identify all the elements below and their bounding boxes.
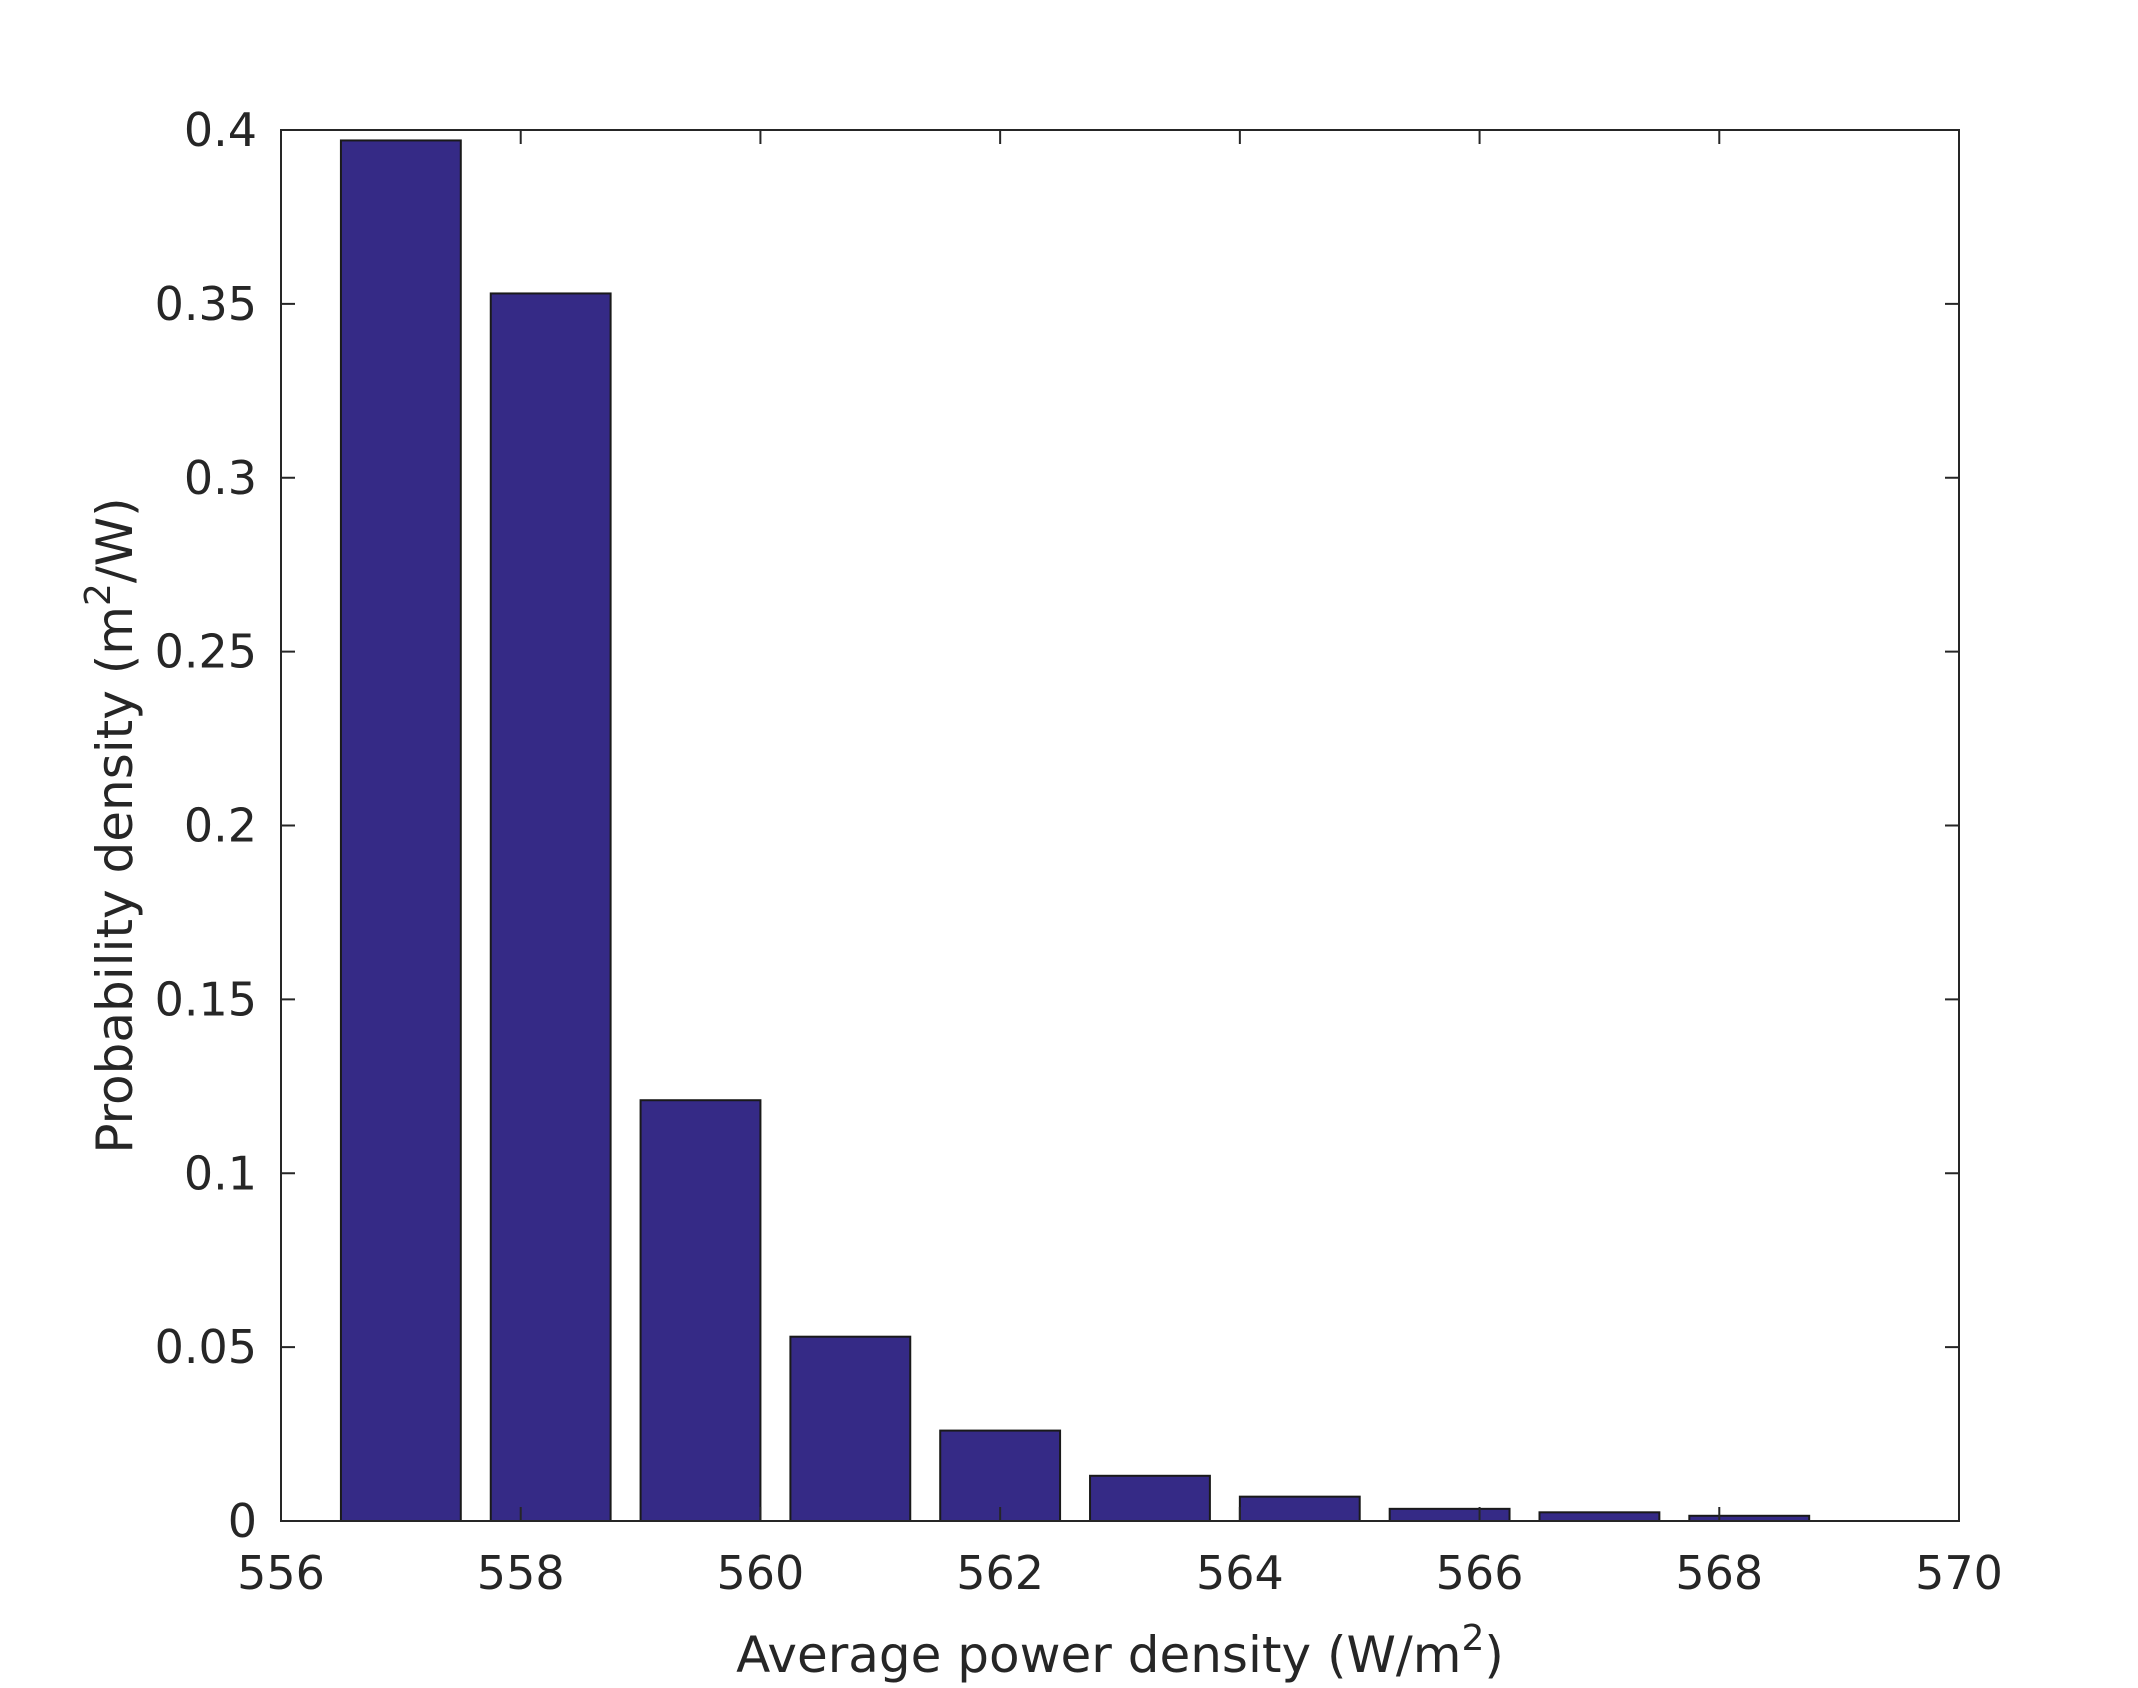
x-axis-label-sup: 2 — [1461, 1618, 1484, 1659]
y-tick-label: 0.4 — [184, 103, 257, 157]
bar-0 — [339, 139, 462, 1522]
y-axis-ticks: 0 0.05 0.1 0.15 0.2 0.25 0.3 0.35 0.4 — [155, 103, 1959, 1548]
y-tick-label: 0.1 — [184, 1146, 257, 1200]
bar-7 — [1388, 1507, 1511, 1522]
x-tick-label: 558 — [477, 1546, 565, 1600]
bar-3 — [789, 1335, 912, 1522]
bar-6 — [1238, 1495, 1361, 1522]
bar-2 — [639, 1099, 762, 1523]
y-tick-label: 0.15 — [155, 972, 257, 1026]
x-tick-label: 562 — [956, 1546, 1044, 1600]
y-axis-label-main: Probability density (m — [86, 606, 144, 1154]
bar-5 — [1089, 1474, 1211, 1522]
x-tick-label: 560 — [717, 1546, 805, 1600]
bar-1 — [489, 292, 612, 1522]
bar-8 — [1538, 1511, 1661, 1523]
y-axis-label-sup: 2 — [78, 583, 119, 606]
y-axis-label: Probability density (m2/W) — [78, 497, 144, 1153]
y-tick-label: 0 — [228, 1494, 257, 1548]
x-tick-label: 564 — [1196, 1546, 1284, 1600]
x-tick-label: 570 — [1915, 1546, 2003, 1600]
x-axis-label-tail: ) — [1484, 1626, 1504, 1684]
x-axis-label: Average power density (W/m2) — [736, 1618, 1504, 1684]
bar-4 — [939, 1429, 1062, 1522]
x-tick-label: 556 — [237, 1546, 325, 1600]
x-axis-ticks: 556 558 560 562 564 566 568 570 — [237, 130, 2003, 1600]
y-tick-label: 0.2 — [184, 799, 257, 853]
y-axis-label-tail: /W) — [86, 497, 144, 583]
x-tick-label: 566 — [1436, 1546, 1524, 1600]
y-tick-label: 0.3 — [184, 451, 257, 505]
y-tick-label: 0.25 — [155, 625, 257, 679]
x-tick-label: 568 — [1675, 1546, 1763, 1600]
bars-group — [339, 139, 1811, 1523]
x-axis-label-main: Average power density (W/m — [736, 1626, 1461, 1684]
y-tick-label: 0.05 — [155, 1320, 257, 1374]
y-tick-label: 0.35 — [155, 277, 257, 331]
